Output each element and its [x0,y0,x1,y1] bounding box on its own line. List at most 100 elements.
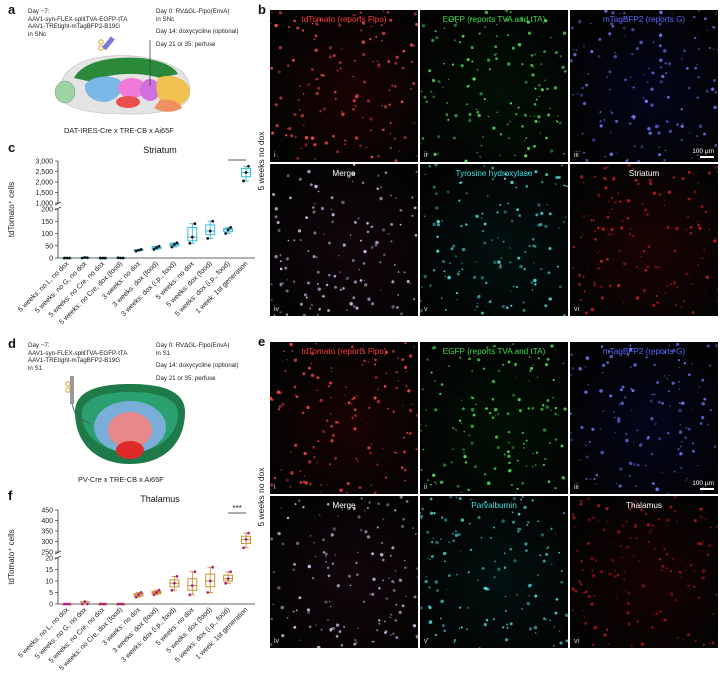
cell-dot [656,301,660,305]
cell-dot [307,366,311,370]
cell-dot [406,280,410,283]
cell-dot [619,279,621,281]
y-tick-label: 5 [49,590,53,597]
axis-break-mark [54,550,62,555]
cell-dot [515,112,518,116]
cell-dot [548,246,552,251]
cell-dot [480,311,485,315]
cell-dot [684,436,687,440]
cell-dot [625,438,629,443]
cell-dot [462,447,466,451]
cell-dot [636,620,639,623]
cell-dot [316,313,320,316]
cell-dot [646,213,649,216]
cell-dot [413,12,417,16]
cell-dot [571,367,575,370]
tile-roman-numeral: iv [274,306,280,313]
cell-dot [547,271,551,275]
cell-dot [431,38,435,43]
cell-dot [698,386,701,388]
cell-dot [614,51,617,54]
data-point [137,593,140,597]
cell-dot [506,623,509,626]
cell-dot [307,460,312,464]
data-point [173,581,176,585]
data-point [139,248,143,251]
cell-dot [564,69,567,73]
cell-dot [333,274,337,278]
cell-dot [521,125,524,128]
cell-dot [503,177,507,180]
cell-dot [562,184,565,186]
cell-dot [715,525,718,529]
cell-dot [668,345,671,347]
cell-dot [650,87,654,92]
cell-dot [546,204,548,206]
data-point [242,546,245,550]
tile-roman-numeral: v [424,306,428,313]
cell-dot [611,25,615,28]
cell-dot [322,294,325,298]
cell-dot [645,355,649,359]
cell-dot [439,392,442,396]
cell-dot [475,403,477,406]
cell-dot [460,491,463,494]
cell-dot [536,376,539,378]
cell-dot [510,290,512,292]
cell-dot [537,115,541,119]
cell-dot [576,93,579,95]
cell-dot [307,282,310,284]
cell-dot [552,396,554,399]
cell-dot [310,136,315,140]
protocol-line: AAV1-TREtight-mTagBFP2-B19G [28,23,121,31]
cell-dot [516,594,518,596]
cell-dot [606,361,610,365]
cell-dot [525,151,527,153]
sagittal-brain-diagram [54,36,191,115]
cell-dot [477,579,480,582]
cell-dot [374,358,377,362]
cell-dot [370,155,374,159]
cell-dot [647,245,651,248]
cell-dot [533,245,537,248]
data-point [173,243,176,246]
cell-dot [619,200,622,203]
cell-dot [559,121,562,125]
cell-dot [352,99,356,103]
cell-dot [496,211,499,214]
cell-dot [359,29,363,32]
cell-dot [654,124,659,129]
cell-dot [373,363,377,366]
tile-channel-label: Thalamus [626,501,662,510]
cell-dot [629,233,632,236]
cell-dot [689,231,693,235]
cell-dot [634,178,638,182]
cell-dot [531,289,534,291]
cell-dot [630,644,634,648]
cell-dot [628,507,632,511]
cell-dot [507,136,511,140]
cell-dot [685,479,687,482]
cell-dot [495,53,498,55]
cell-dot [522,308,526,312]
cell-dot [591,427,595,431]
cell-dot [397,293,400,296]
cell-dot [456,484,460,488]
cell-dot [374,376,378,380]
cell-dot [591,138,596,142]
cell-dot [687,427,691,431]
cell-dot [322,538,325,542]
cell-dot [476,151,479,154]
cell-dot [298,499,301,502]
cell-dot [401,66,405,70]
cell-dot [301,411,305,415]
cell-dot [468,118,472,123]
cell-dot [503,453,506,456]
cell-dot [563,220,566,223]
cell-dot [579,299,583,302]
data-point [190,584,194,587]
cell-dot [677,448,680,451]
cell-dot [389,146,392,149]
cell-dot [427,637,429,640]
cell-dot [532,364,534,366]
